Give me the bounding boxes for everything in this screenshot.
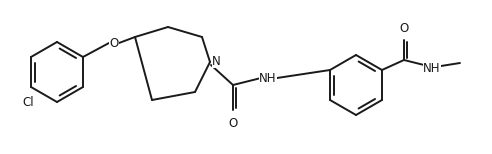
Text: O: O xyxy=(109,36,119,49)
Text: NH: NH xyxy=(259,71,277,85)
Text: NH: NH xyxy=(423,61,441,75)
Text: N: N xyxy=(212,55,220,67)
Text: Cl: Cl xyxy=(22,96,34,109)
Text: O: O xyxy=(400,22,408,35)
Text: O: O xyxy=(228,117,238,130)
